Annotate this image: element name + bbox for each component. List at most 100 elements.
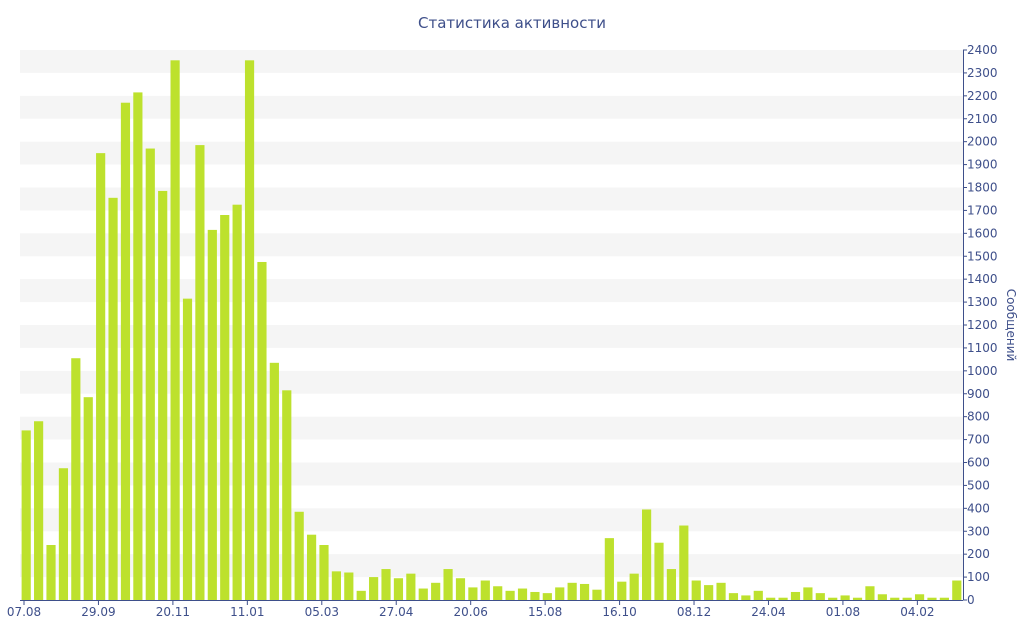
x-tick-label: 16.10: [602, 605, 636, 619]
bar[interactable]: [195, 145, 205, 600]
bar[interactable]: [877, 594, 887, 600]
x-axis: 07.08 29.09 20.11 11.01 05.03 27.04 20.06 15.08…: [7, 600, 963, 619]
bar[interactable]: [108, 197, 118, 600]
bar[interactable]: [133, 92, 143, 601]
bar[interactable]: [567, 582, 577, 600]
x-tick-label: 20.11: [156, 605, 190, 619]
bar[interactable]: [282, 390, 292, 600]
y-tick-label: 400: [967, 501, 990, 515]
bar[interactable]: [753, 590, 763, 600]
bar[interactable]: [455, 578, 466, 600]
y-tick-label: 100: [967, 570, 990, 584]
bar[interactable]: [145, 148, 155, 601]
bar[interactable]: [356, 590, 366, 600]
bar[interactable]: [96, 153, 106, 601]
bar[interactable]: [642, 509, 652, 600]
bar[interactable]: [257, 261, 267, 600]
bar[interactable]: [592, 589, 602, 600]
grid-band: [20, 141, 963, 165]
bar[interactable]: [790, 591, 801, 600]
bar[interactable]: [679, 525, 689, 600]
y-tick-label: 200: [967, 547, 990, 561]
bar[interactable]: [369, 577, 379, 600]
bar[interactable]: [852, 597, 863, 600]
bar[interactable]: [815, 593, 825, 601]
x-tick-label: 04.02: [900, 605, 934, 619]
grid-bands: [20, 50, 963, 578]
x-tick-label: 11.01: [230, 605, 264, 619]
bar[interactable]: [34, 421, 44, 600]
bar[interactable]: [83, 397, 93, 600]
bar[interactable]: [505, 590, 515, 600]
bar[interactable]: [914, 594, 925, 600]
bar[interactable]: [431, 582, 441, 600]
bar[interactable]: [331, 571, 341, 600]
bar[interactable]: [158, 190, 168, 600]
bar[interactable]: [728, 593, 739, 601]
bar[interactable]: [828, 597, 838, 600]
bar[interactable]: [579, 583, 590, 600]
bar[interactable]: [319, 545, 329, 600]
bar[interactable]: [517, 588, 528, 600]
bar[interactable]: [691, 580, 701, 600]
bar[interactable]: [71, 358, 81, 600]
bar[interactable]: [617, 581, 627, 600]
bar[interactable]: [840, 595, 850, 600]
bar[interactable]: [294, 511, 304, 600]
y-tick-label: 700: [967, 433, 990, 447]
bar[interactable]: [406, 573, 416, 600]
bar[interactable]: [306, 534, 317, 600]
bar[interactable]: [381, 569, 391, 600]
bar[interactable]: [939, 597, 949, 600]
bar[interactable]: [418, 588, 428, 600]
y-tick-label: 1700: [967, 203, 998, 217]
bar[interactable]: [741, 595, 751, 600]
bar[interactable]: [182, 298, 193, 600]
bar[interactable]: [778, 597, 788, 600]
x-tick-label: 07.08: [7, 605, 41, 619]
y-axis-label: Сообщений: [1004, 289, 1018, 362]
bar[interactable]: [46, 545, 56, 600]
bar[interactable]: [766, 597, 776, 600]
bar[interactable]: [704, 585, 714, 600]
x-tick-label: 20.06: [454, 605, 488, 619]
grid-band: [20, 462, 963, 486]
bar[interactable]: [530, 591, 540, 600]
bar[interactable]: [629, 573, 639, 600]
bar[interactable]: [269, 362, 279, 600]
bar[interactable]: [604, 538, 614, 601]
bar[interactable]: [666, 569, 676, 600]
bar[interactable]: [443, 569, 453, 600]
y-tick-label: 300: [967, 524, 990, 538]
bar[interactable]: [654, 542, 664, 600]
chart-title: Статистика активности: [418, 14, 606, 32]
bar[interactable]: [902, 597, 912, 600]
bar[interactable]: [120, 102, 131, 601]
bar[interactable]: [716, 582, 726, 600]
bar[interactable]: [542, 593, 552, 601]
x-tick-label: 08.12: [677, 605, 711, 619]
x-tick-label: 05.03: [305, 605, 339, 619]
bar[interactable]: [244, 60, 255, 601]
bar[interactable]: [555, 587, 565, 600]
bar[interactable]: [58, 468, 69, 600]
bar[interactable]: [468, 587, 478, 600]
y-tick-label: 1600: [967, 226, 998, 240]
bar[interactable]: [865, 586, 875, 600]
bar[interactable]: [493, 586, 503, 600]
bar[interactable]: [393, 578, 404, 600]
bar[interactable]: [232, 204, 242, 600]
bar[interactable]: [952, 580, 962, 600]
x-tick-label: 01.08: [826, 605, 860, 619]
bar[interactable]: [480, 580, 490, 600]
bar[interactable]: [207, 229, 217, 600]
y-tick-label: 1400: [967, 272, 998, 286]
bar[interactable]: [170, 60, 180, 601]
bar[interactable]: [803, 587, 813, 600]
bar[interactable]: [890, 597, 900, 600]
y-tick-label: 800: [967, 410, 990, 424]
bar[interactable]: [927, 597, 937, 600]
bar[interactable]: [21, 430, 31, 600]
bar[interactable]: [344, 572, 354, 601]
bar[interactable]: [220, 215, 230, 600]
